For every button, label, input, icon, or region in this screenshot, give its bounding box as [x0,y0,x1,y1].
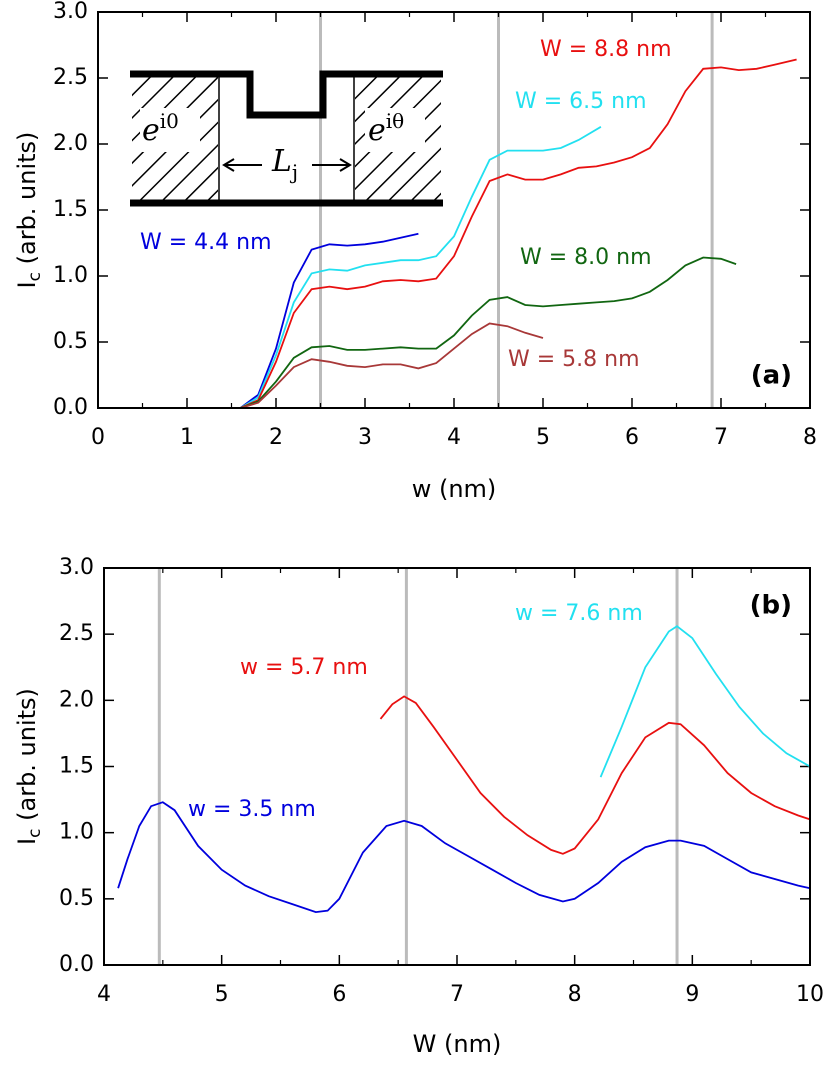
data-line [599,625,811,778]
y-tick-label: 3.0 [59,555,94,580]
y-tick-label: 1.0 [53,263,88,288]
data-line [240,256,737,409]
y-tick-label: 2.0 [59,687,94,712]
data-line [379,695,811,855]
series-label: w = 5.7 nm [240,655,368,680]
y-axis-label: Ic (arb. units) [13,132,45,289]
series-label: w = 3.5 nm [188,797,316,822]
data-line [117,801,811,914]
series-label: W = 4.4 nm [140,230,272,255]
arrow-head [339,158,352,172]
y-tick-label: 1.0 [59,820,94,845]
x-tick-label: 6 [625,425,639,450]
x-tick-label: 10 [796,982,824,1007]
x-tick-label: 5 [536,425,550,450]
y-label-sub: c [25,829,45,838]
phase-base: e [142,113,160,148]
y-tick-label: 0.5 [59,886,94,911]
series-label: W = 8.8 nm [540,37,672,62]
phase-exponent: i0 [160,109,179,133]
panel-label: (a) [751,361,792,391]
y-tick-label: 2.5 [53,65,88,90]
series-label: W = 5.8 nm [508,347,640,372]
x-tick-label: 2 [269,425,283,450]
data-line [240,58,797,409]
length-base: L [271,144,292,179]
x-tick-label: 0 [91,425,105,450]
phase-left: ei0 [142,109,179,149]
phase-exponent: iθ [386,109,404,133]
series-label: W = 8.0 nm [520,245,652,270]
series-label: w = 7.6 nm [515,601,643,626]
y-label-rest: (arb. units) [13,688,41,828]
y-tick-label: 0.5 [53,329,88,354]
y-label-sub: c [25,272,45,281]
phase-right: eiθ [368,109,404,149]
data-line [239,126,602,409]
plot-frame [103,567,811,966]
x-tick-label: 6 [332,982,346,1007]
plot-frame [97,11,811,409]
x-tick-label: 8 [568,982,582,1007]
phase-base: e [368,113,386,148]
y-label-main: I [13,838,41,845]
label-bg [365,108,425,152]
arrow-head [222,158,235,172]
y-label-main: I [13,281,41,288]
x-tick-label: 8 [803,425,817,450]
x-axis-label: W (nm) [413,1030,502,1058]
top-electrode [130,70,443,119]
y-tick-label: 2.5 [59,621,94,646]
x-tick-label: 7 [714,425,728,450]
x-tick-label: 4 [97,982,111,1007]
y-tick-label: 0.0 [59,952,94,977]
junction-length: Lj [271,144,298,184]
data-line [240,322,544,409]
x-tick-label: 1 [180,425,194,450]
x-tick-label: 5 [215,982,229,1007]
x-tick-label: 9 [685,982,699,1007]
y-label-rest: (arb. units) [13,132,41,272]
x-tick-label: 4 [447,425,461,450]
y-axis-label: Ic (arb. units) [13,688,45,845]
series-label: W = 6.5 nm [515,89,647,114]
data-line [239,232,419,409]
y-tick-label: 1.5 [53,197,88,222]
panel-label: (b) [750,591,792,621]
label-bg [140,108,200,152]
inset-diagram: ei0 eiθ Lj [130,70,443,207]
y-tick-label: 1.5 [59,754,94,779]
y-tick-label: 3.0 [53,0,88,24]
x-axis-label: w (nm) [412,475,497,503]
length-subscript: j [290,160,298,184]
y-tick-label: 2.0 [53,131,88,156]
x-tick-label: 3 [358,425,372,450]
x-tick-label: 7 [450,982,464,1007]
y-tick-label: 0.0 [53,395,88,420]
